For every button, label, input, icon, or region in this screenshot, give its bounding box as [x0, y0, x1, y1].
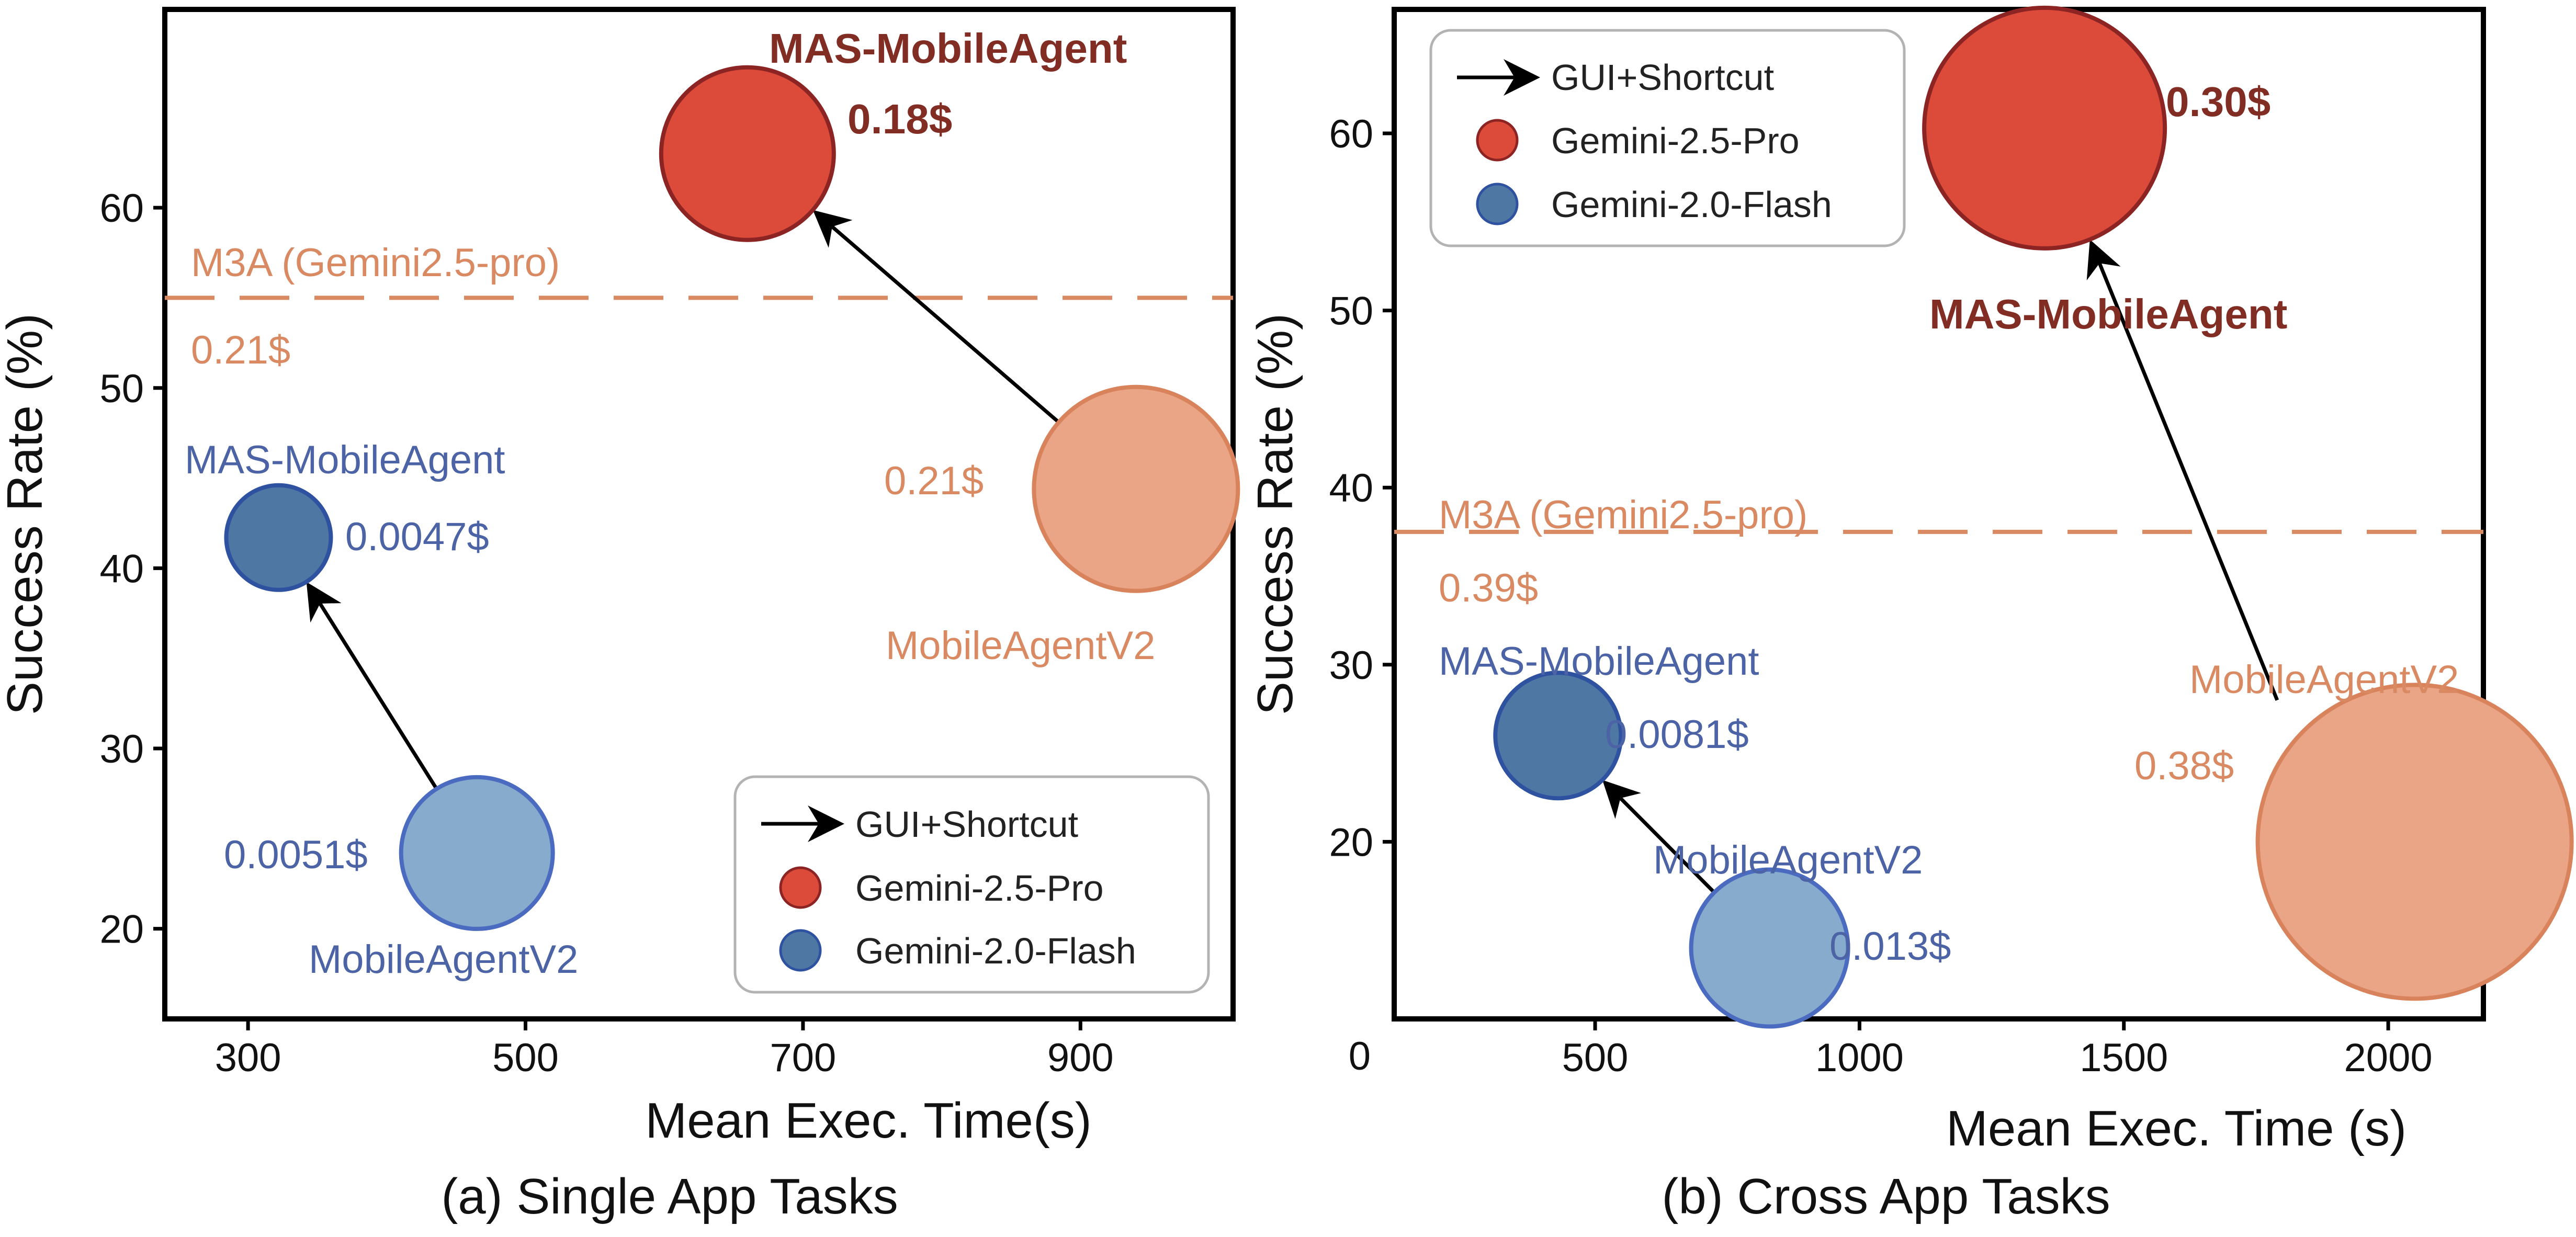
y-tick-label: 30	[99, 727, 144, 771]
x-tick-label: 2000	[2344, 1036, 2433, 1080]
bubble-light_blue	[1689, 867, 1850, 1029]
chart-b-legend: GUI+Shortcut Gemini-2.5-Pro Gemini-2.0-F…	[1429, 29, 1906, 247]
legend-pro-icon	[779, 866, 822, 909]
bubble-red	[1922, 5, 2167, 251]
chart-b-points	[1493, 5, 2574, 1029]
bubble-orange	[2255, 683, 2574, 1001]
y-tick-label: 20	[99, 907, 144, 952]
chart-a-legend-pro-label: Gemini-2.5-Pro	[855, 868, 1104, 909]
x-tick-label: 700	[770, 1036, 836, 1080]
x-tick-label: 1000	[1815, 1036, 1904, 1080]
chart-a-label-light-blue-cost: 0.0051$	[224, 833, 368, 877]
y-tick-label: 60	[1329, 112, 1373, 156]
y-tick-label: 40	[1329, 466, 1373, 510]
chart-b-label-dark-blue-cost: 0.0081$	[1605, 712, 1749, 757]
chart-a-caption: (a) Single App Tasks	[441, 1168, 898, 1224]
chart-b-ylabel: Success Rate (%)	[1247, 313, 1303, 715]
chart-b-label-light-blue-cost: 0.013$	[1829, 924, 1951, 969]
bubble-light_blue	[399, 775, 555, 931]
chart-a-label-dark-blue-cost: 0.0047$	[345, 515, 489, 559]
chart-b-baseline-label: M3A (Gemini2.5-pro)	[1439, 493, 1807, 537]
chart-a-label-dark-blue-name: MAS-MobileAgent	[185, 438, 505, 482]
x-tick-label: 1500	[2080, 1036, 2168, 1080]
chart-b-label-orange-cost: 0.38$	[2134, 744, 2234, 788]
chart-b-frame	[1392, 7, 2486, 1022]
chart-a: 300 500 700 900 20 30 40 50 60 M3A (Gemini2.5-pr…	[0, 7, 1240, 1224]
chart-b-legend-arrow-label: GUI+Shortcut	[1551, 57, 1774, 98]
chart-a-label-red-cost: 0.18$	[848, 96, 952, 142]
improvement-arrow	[2086, 239, 2279, 701]
chart-b-baseline-cost: 0.39$	[1439, 566, 1538, 610]
chart-a-baseline-cost: 0.21$	[191, 328, 290, 372]
chart-a-xlabel: Mean Exec. Time(s)	[645, 1093, 1092, 1149]
y-tick-label: 20	[1329, 820, 1373, 865]
chart-a-points	[224, 65, 1240, 931]
y-tick-label: 30	[1329, 643, 1373, 688]
chart-b-caption: (b) Cross App Tasks	[1662, 1168, 2110, 1224]
chart-a-ylabel: Success Rate (%)	[0, 313, 53, 715]
bubble-red	[659, 65, 836, 242]
chart-b-legend-pro-label: Gemini-2.5-Pro	[1551, 120, 1800, 161]
chart-b-label-dark-blue-name: MAS-MobileAgent	[1439, 639, 1759, 684]
chart-b: 500 1000 1500 2000 20 30 40 50 60 M3A (Gemini2.5…	[1247, 5, 2574, 1224]
chart-a-baseline-label: M3A (Gemini2.5-pro)	[191, 241, 560, 285]
chart-b-ticks: 500 1000 1500 2000 20 30 40 50 60	[1329, 112, 2432, 1080]
chart-a-label-light-blue-name: MobileAgentV2	[309, 937, 578, 982]
y-tick-label: 50	[1329, 289, 1373, 334]
chart-b-legend-flash-label: Gemini-2.0-Flash	[1551, 184, 1832, 225]
chart-a-legend: GUI+Shortcut Gemini-2.5-Pro Gemini-2.0-F…	[733, 775, 1210, 994]
bubble-dark_blue	[224, 483, 333, 592]
x-tick-label: 500	[492, 1036, 559, 1080]
chart-a-ticks: 300 500 700 900 20 30 40 50 60	[99, 186, 1113, 1080]
chart-a-legend-flash-label: Gemini-2.0-Flash	[855, 930, 1136, 971]
chart-b-label-orange-name: MobileAgentV2	[2189, 657, 2459, 702]
bubble-dark_blue	[1493, 671, 1623, 801]
chart-b-label-light-blue-name: MobileAgentV2	[1653, 838, 1923, 882]
chart-a-label-orange-name: MobileAgentV2	[886, 623, 1155, 668]
chart-b-xlabel: Mean Exec. Time (s)	[1946, 1100, 2406, 1156]
x-tick-label: 500	[1562, 1036, 1629, 1080]
y-tick-label: 50	[99, 367, 144, 411]
x-tick-label: 900	[1047, 1036, 1114, 1080]
bubble-orange	[1032, 384, 1240, 593]
chart-b-extra-tick: 0	[1349, 1034, 1371, 1079]
y-tick-label: 40	[99, 547, 144, 591]
chart-a-legend-arrow-label: GUI+Shortcut	[855, 804, 1078, 845]
legend-flash-icon	[779, 929, 822, 972]
x-tick-label: 300	[215, 1036, 281, 1080]
chart-a-label-red-name: MAS-MobileAgent	[769, 25, 1127, 72]
chart-a-label-orange-cost: 0.21$	[884, 459, 984, 503]
chart-b-label-red-name: MAS-MobileAgent	[1929, 291, 2287, 337]
legend-pro-icon	[1476, 119, 1519, 162]
legend-flash-icon	[1476, 183, 1519, 225]
y-tick-label: 60	[99, 186, 144, 231]
chart-b-label-red-cost: 0.30$	[2166, 78, 2270, 125]
